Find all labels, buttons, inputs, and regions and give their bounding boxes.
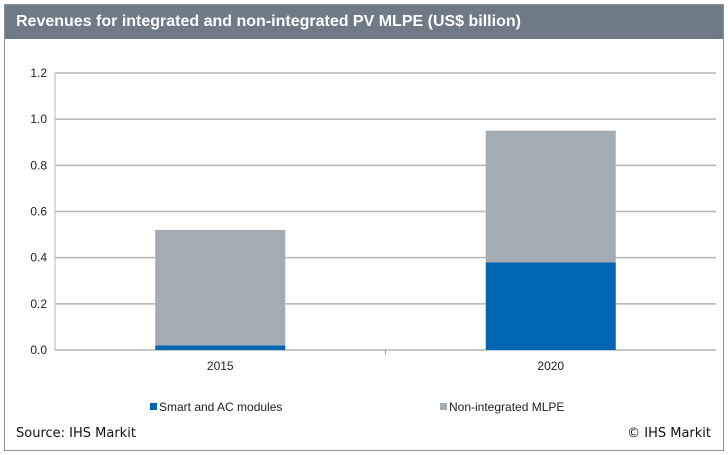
legend-swatch: [440, 403, 447, 410]
y-tick-label: 1.0: [30, 112, 47, 126]
x-tick-label: 2015: [207, 359, 234, 373]
legend-label: Non-integrated MLPE: [449, 400, 564, 414]
y-tick-label: 0.0: [30, 343, 47, 357]
bar-segment: [155, 345, 286, 350]
y-tick-label: 0.6: [30, 205, 47, 219]
bar-segment: [155, 229, 286, 346]
source-note: Source: IHS Markit: [16, 426, 136, 441]
y-tick-label: 0.2: [30, 297, 47, 311]
chart-title: Revenues for integrated and non-integrat…: [5, 5, 723, 39]
copyright-note: © IHS Markit: [627, 426, 711, 441]
y-tick-label: 0.4: [30, 251, 47, 265]
bar-segment: [485, 130, 616, 263]
legend-label: Smart and AC modules: [159, 400, 282, 414]
y-tick-label: 1.2: [30, 66, 47, 80]
legend-swatch: [150, 403, 157, 410]
chart-frame: Revenues for integrated and non-integrat…: [4, 4, 724, 451]
x-tick-label: 2020: [537, 359, 564, 373]
bar-segment: [485, 262, 616, 350]
y-tick-label: 0.8: [30, 158, 47, 172]
chart-svg: 0.0 0.2 0.4 0.6 0.8 1.0 1.2 2015 2020 Smart and A…: [30, 66, 716, 414]
